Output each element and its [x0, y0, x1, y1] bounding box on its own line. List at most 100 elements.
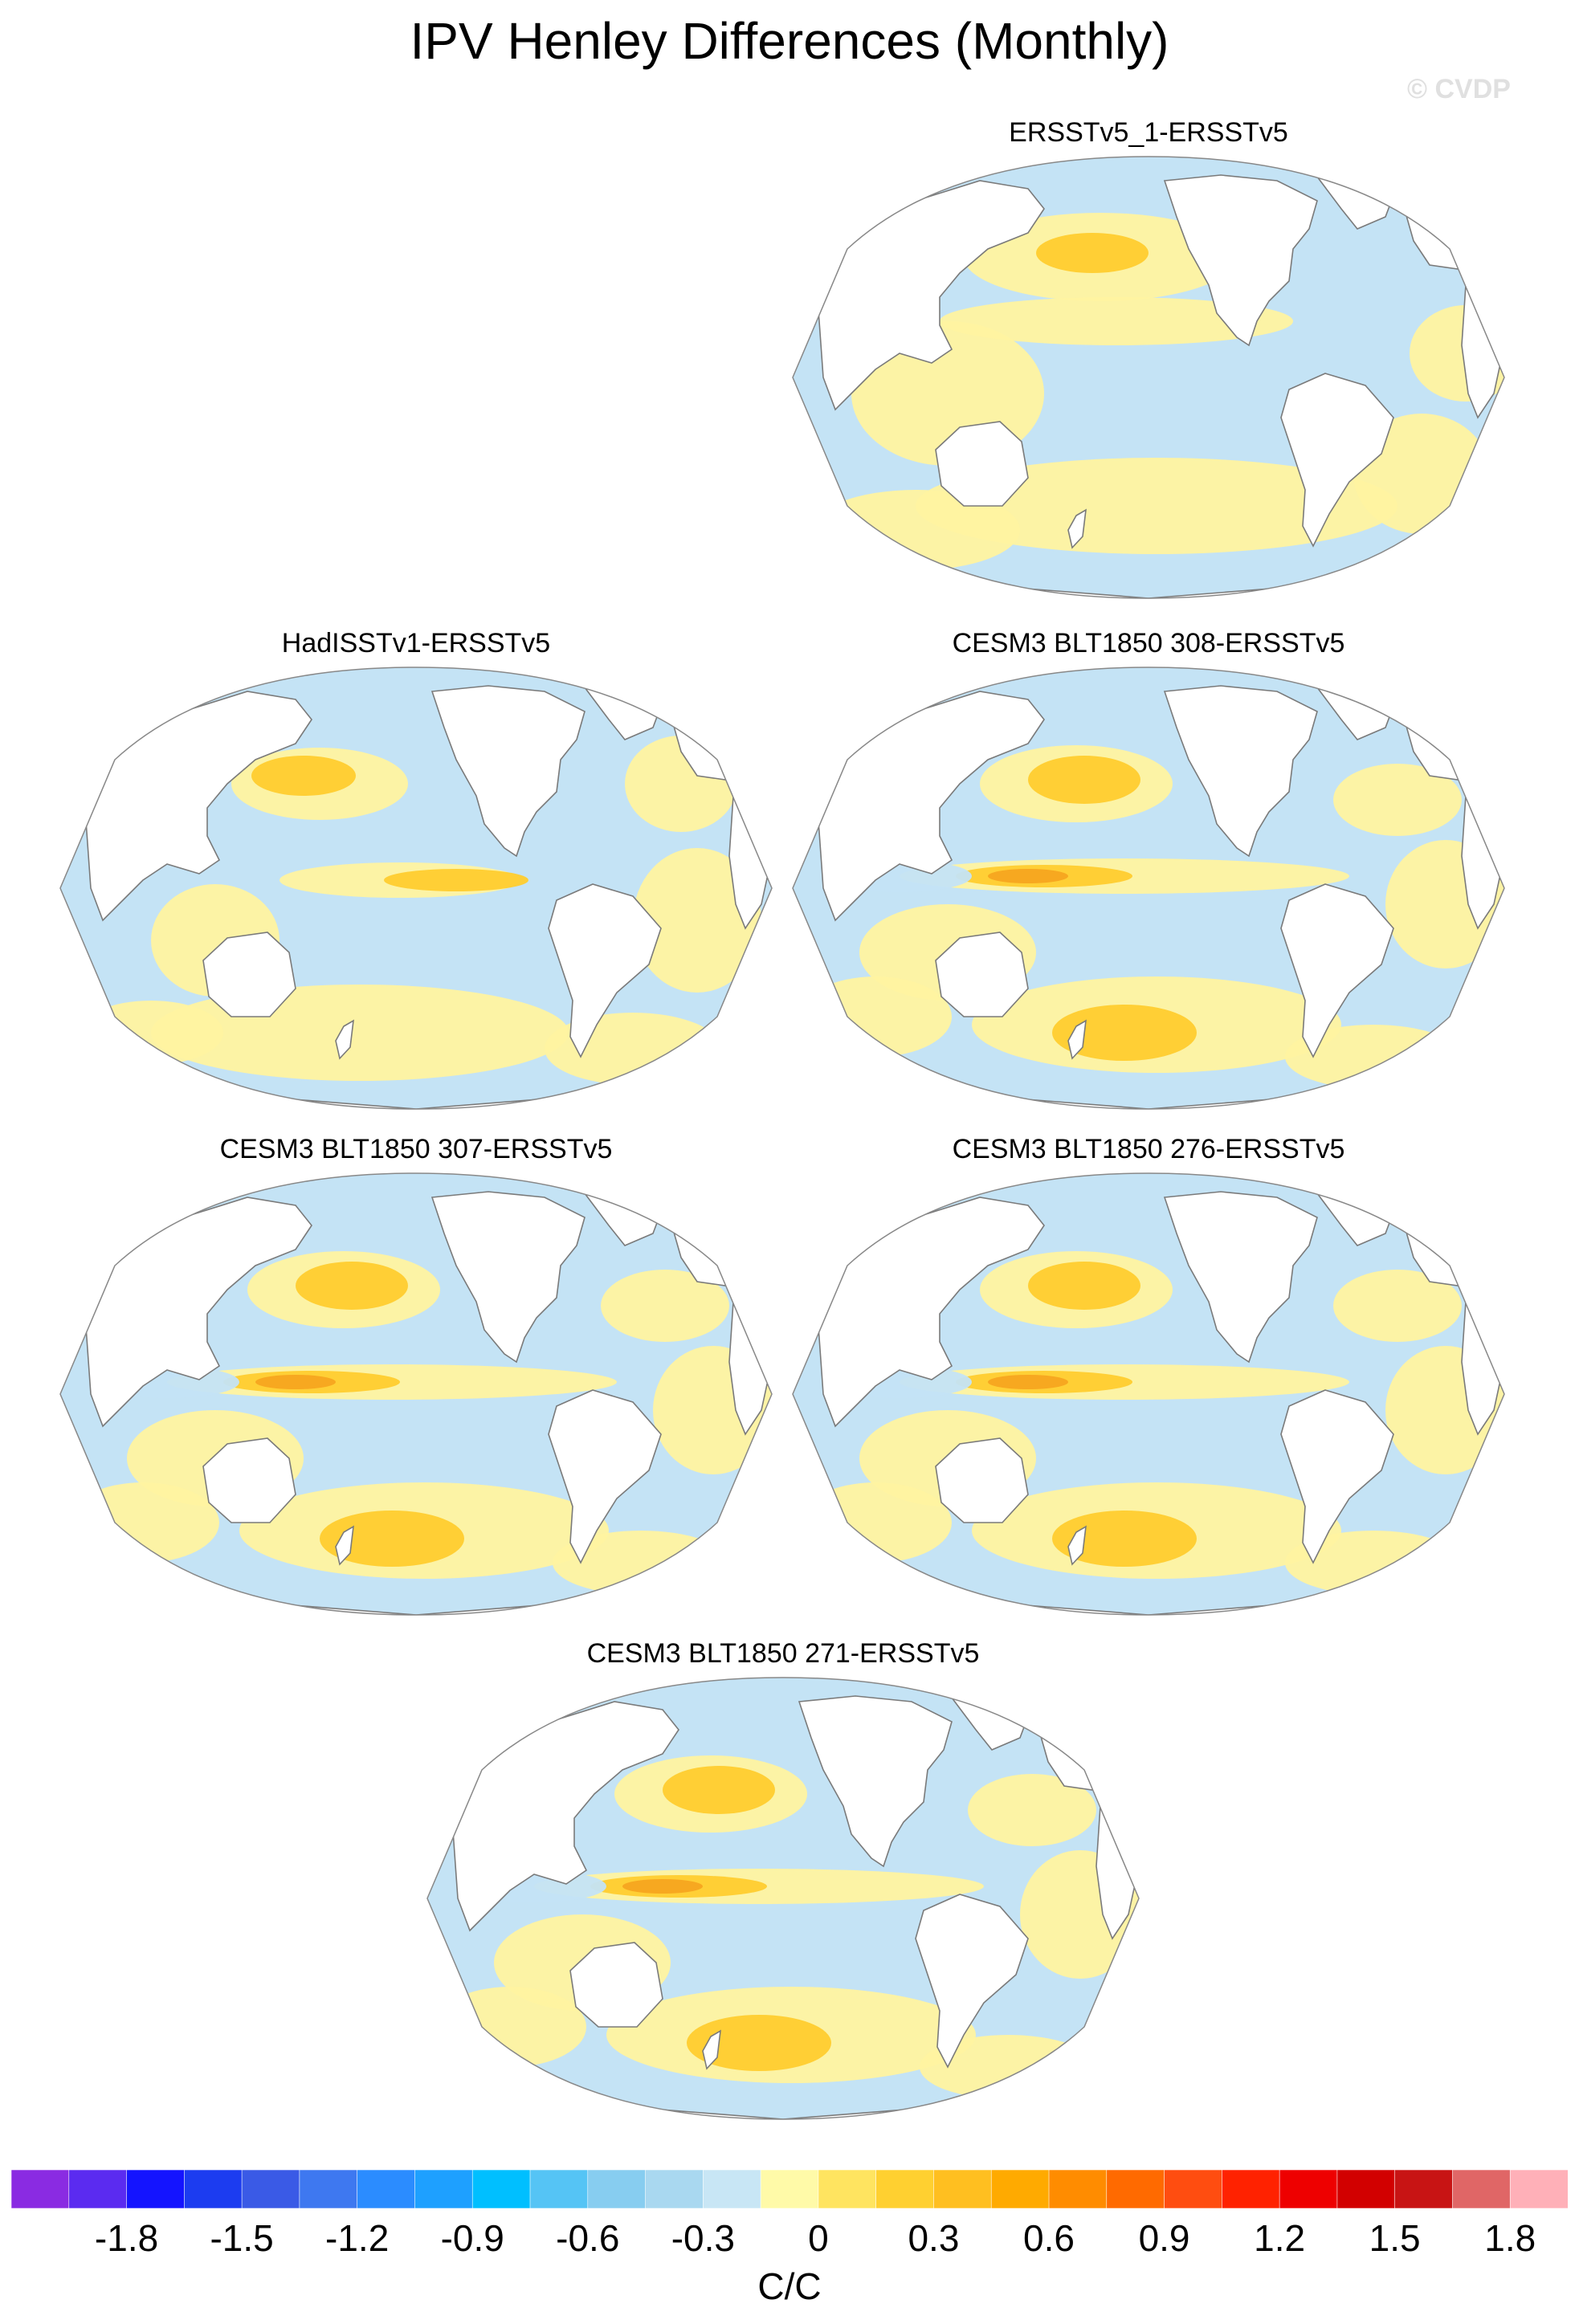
- panel-title: HadISSTv1-ERSSTv5: [281, 628, 551, 658]
- colorbar-tick-label: 1.5: [1369, 2217, 1421, 2259]
- land-newzealand: [1067, 1525, 1087, 1566]
- land-northamerica: [430, 685, 585, 858]
- colorbar-box: [11, 2170, 70, 2208]
- colorbar-box: [1452, 2170, 1511, 2208]
- anomaly-region: [799, 976, 952, 1057]
- colorbar-tick-label: 0: [808, 2217, 829, 2259]
- colorbar-units: C/C: [757, 2265, 822, 2307]
- anomaly-region: [968, 1774, 1096, 1846]
- anomaly-region: [601, 1270, 729, 1342]
- land-newzealand: [1067, 508, 1087, 549]
- world-map: [792, 1172, 1505, 1616]
- anomaly-region: [663, 1766, 775, 1814]
- anomaly-region: [1052, 1511, 1197, 1567]
- colorbar-box: [471, 2170, 531, 2208]
- colorbar-tick-label: 0.3: [908, 2217, 960, 2259]
- sst-field: [60, 1173, 772, 1615]
- colorbar-box: [760, 2170, 819, 2208]
- land-northamerica: [1163, 685, 1318, 858]
- world-map: [792, 667, 1505, 1110]
- sst-field: [427, 1678, 1139, 2119]
- panel-title: CESM3 BLT1850 276-ERSSTv5: [952, 1134, 1345, 1164]
- colorbar-box: [1222, 2170, 1280, 2208]
- colorbar-tick-label: 0.6: [1023, 2217, 1075, 2259]
- colorbar-box: [1394, 2170, 1454, 2208]
- panel-title: CESM3 BLT1850 271-ERSSTv5: [586, 1638, 980, 1669]
- colorbar-box: [241, 2170, 300, 2208]
- anomaly-region: [988, 869, 1068, 883]
- anomaly-region: [1028, 1262, 1140, 1310]
- map-outline: [792, 1172, 1505, 1616]
- colorbar-box: [645, 2170, 704, 2208]
- anomaly-region: [384, 869, 528, 891]
- colorbar-box: [414, 2170, 473, 2208]
- panel-title: CESM3 BLT1850 308-ERSSTv5: [952, 628, 1345, 658]
- colorbar-box: [1106, 2170, 1165, 2208]
- anomaly-region: [79, 1001, 223, 1065]
- colorbar-box: [1336, 2170, 1396, 2208]
- land-northamerica: [1163, 1191, 1318, 1364]
- colorbar-tick-label: -0.9: [440, 2217, 504, 2259]
- anomaly-region: [320, 1511, 464, 1567]
- colorbar-box: [529, 2170, 589, 2208]
- land-northamerica: [430, 1191, 585, 1364]
- colorbar-tick-label: -0.6: [556, 2217, 620, 2259]
- anomaly-region: [799, 1482, 952, 1563]
- map-outline: [59, 1172, 773, 1616]
- land-australia: [935, 421, 1029, 507]
- colorbar-tick-label: -1.8: [94, 2217, 159, 2259]
- land-southamerica: [1280, 373, 1394, 548]
- colorbar-box: [990, 2170, 1050, 2208]
- colorbar-box: [933, 2170, 992, 2208]
- colorbar-tick-label: -1.5: [210, 2217, 274, 2259]
- colorbar-box: [68, 2170, 128, 2208]
- map-outline: [59, 667, 773, 1110]
- anomaly-region: [687, 2015, 831, 2071]
- colorbar-box: [587, 2170, 647, 2208]
- colorbar-box: [875, 2170, 935, 2208]
- land-southamerica: [548, 1389, 662, 1564]
- land-southamerica: [1280, 883, 1394, 1058]
- land-australia: [935, 932, 1029, 1017]
- watermark: © CVDP: [1407, 74, 1511, 104]
- panel-title: CESM3 BLT1850 307-ERSSTv5: [219, 1134, 613, 1164]
- map-outline: [792, 667, 1505, 1110]
- land-newzealand: [335, 1525, 354, 1566]
- land-australia: [202, 932, 296, 1017]
- world-map: [426, 1677, 1140, 2120]
- map-outline: [792, 156, 1505, 599]
- colorbar-box: [357, 2170, 416, 2208]
- colorbar-box: [1048, 2170, 1108, 2208]
- anomaly-region: [1036, 233, 1149, 273]
- anomaly-region: [633, 848, 761, 993]
- anomaly-region: [1333, 764, 1462, 836]
- anomaly-region: [434, 1987, 586, 2067]
- colorbar-box: [299, 2170, 358, 2208]
- land-newzealand: [702, 2029, 721, 2070]
- land-southamerica: [915, 1894, 1029, 2069]
- land-southamerica: [548, 883, 662, 1058]
- anomaly-region: [988, 1375, 1068, 1389]
- anomaly-region: [251, 756, 356, 796]
- sst-field: [793, 1173, 1504, 1615]
- colorbar-box: [818, 2170, 877, 2208]
- world-map: [59, 667, 773, 1110]
- land-australia: [935, 1437, 1029, 1523]
- sst-field: [793, 667, 1504, 1109]
- anomaly-region: [1052, 1005, 1197, 1061]
- colorbar-tick-label: -1.2: [325, 2217, 390, 2259]
- colorbar-tick-label: 1.2: [1254, 2217, 1306, 2259]
- panel-title: ERSSTv5_1-ERSSTv5: [1009, 117, 1288, 148]
- page-title: IPV Henley Differences (Monthly): [410, 12, 1169, 70]
- anomaly-region: [296, 1262, 408, 1310]
- anomaly-region: [1333, 1270, 1462, 1342]
- land-northamerica: [1163, 174, 1318, 347]
- anomaly-region: [1028, 756, 1140, 804]
- anomaly-region: [255, 1375, 336, 1389]
- land-australia: [202, 1437, 296, 1523]
- anomaly-region: [67, 1482, 219, 1563]
- colorbar-box: [1164, 2170, 1223, 2208]
- colorbar-box: [1279, 2170, 1338, 2208]
- land-australia: [569, 1942, 663, 2028]
- colorbar-tick-label: -0.3: [671, 2217, 735, 2259]
